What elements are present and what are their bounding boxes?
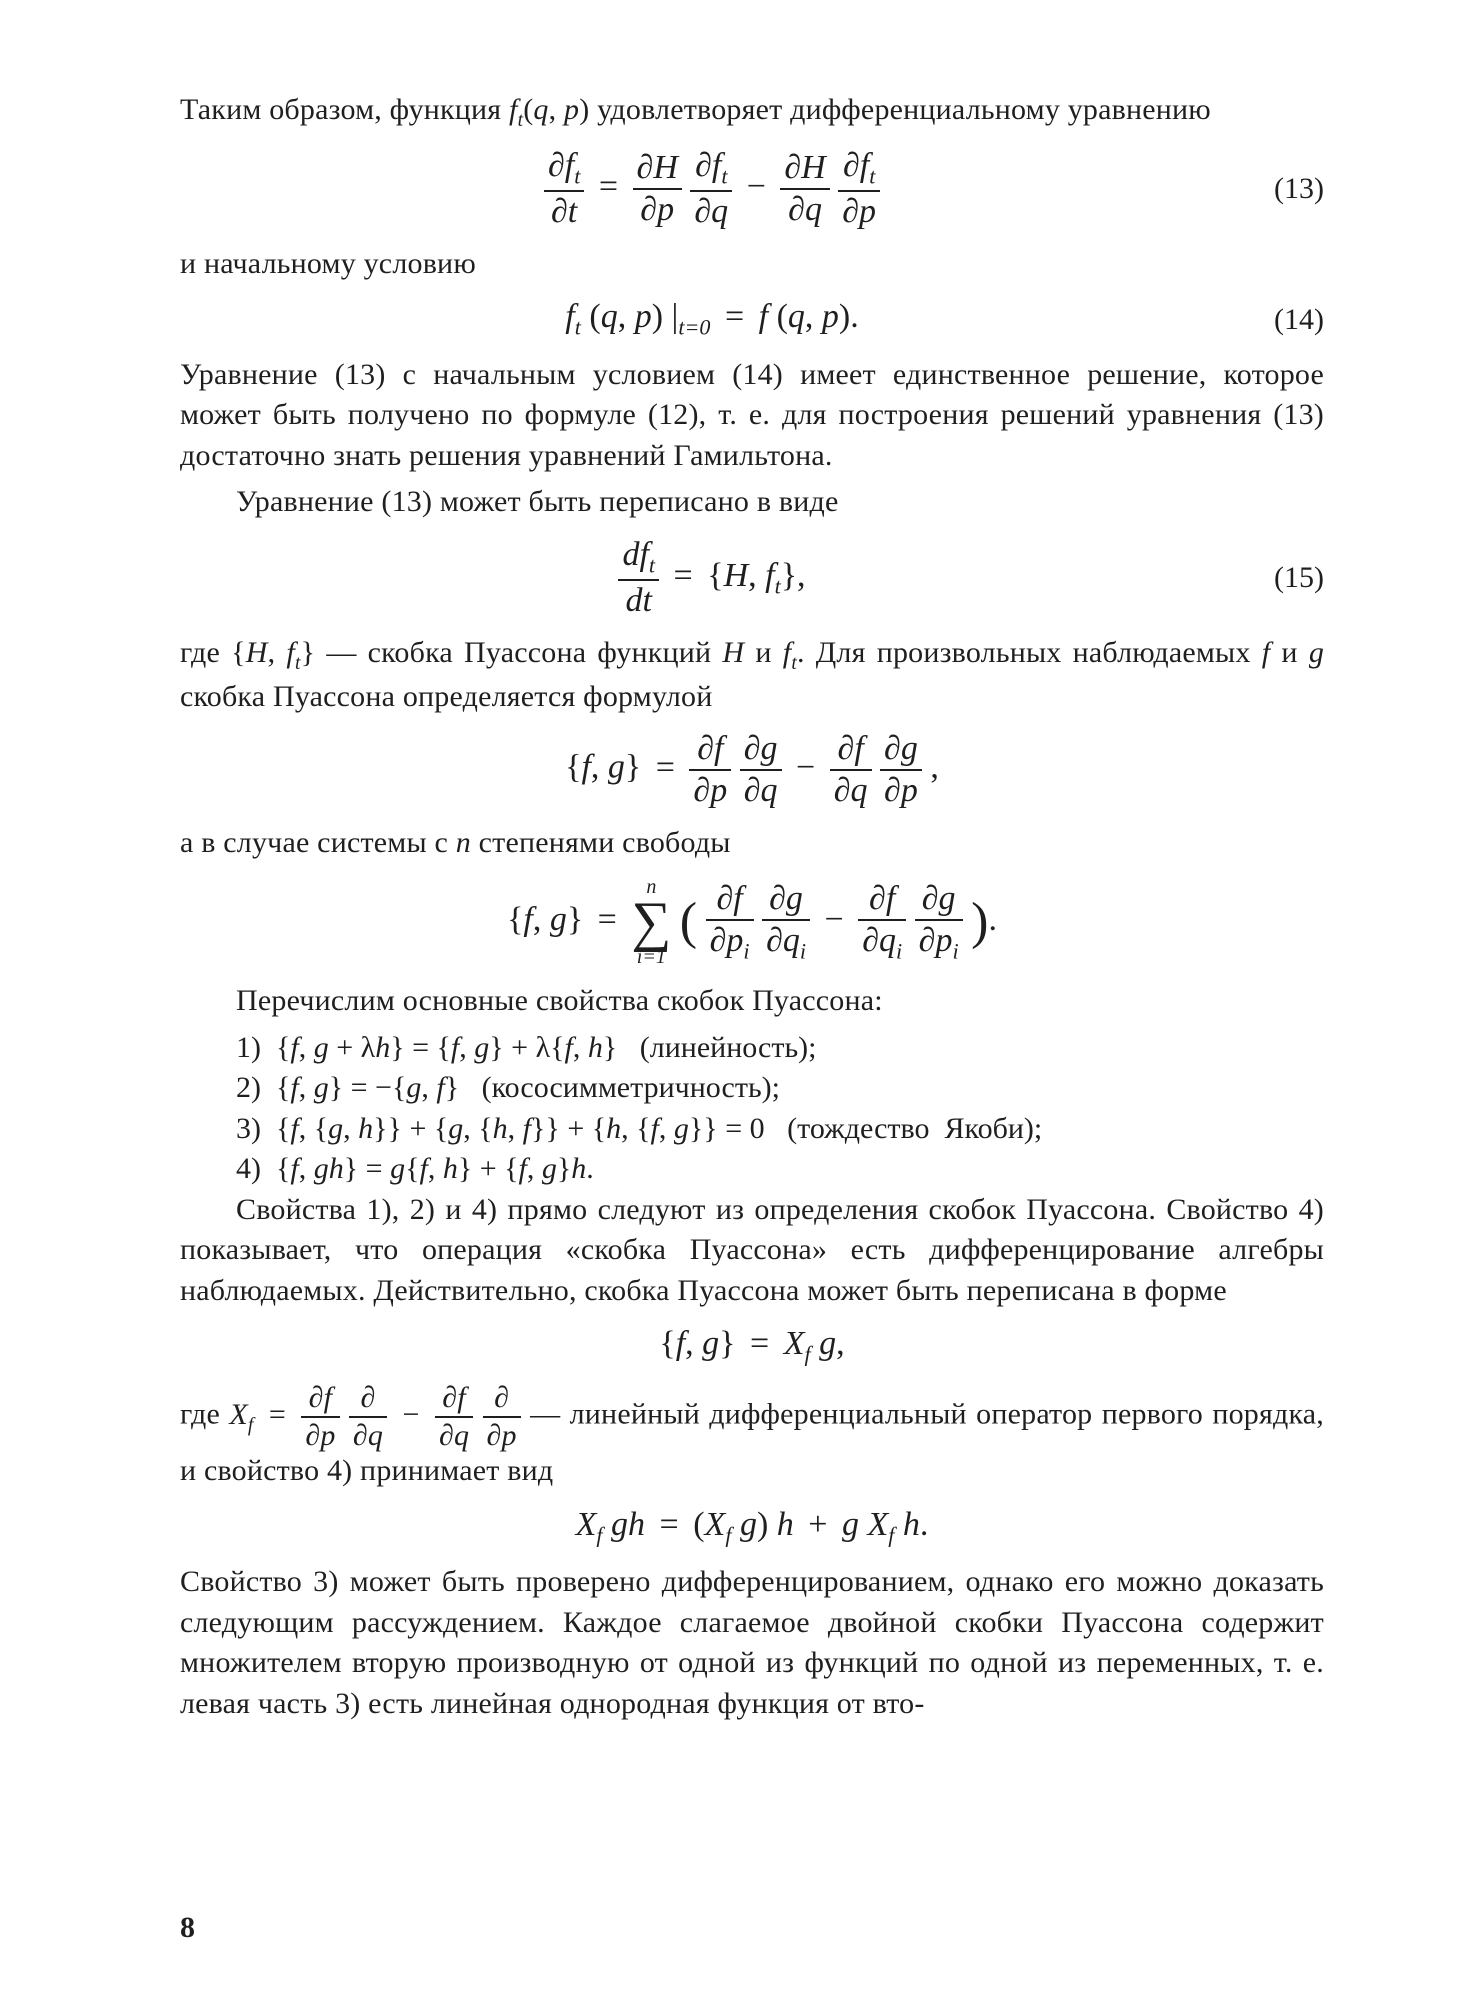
property-item: 4) {f, gh} = g{f, h} + {f, g}h. bbox=[180, 1149, 1324, 1190]
paragraph: Уравнение (13) с начальным условием (14)… bbox=[180, 355, 1324, 477]
property-item: 2) {f, g} = −{g, f} (кососимметричность)… bbox=[180, 1068, 1324, 1109]
properties-list: 1) {f, g + λh} = {f, g} + λ{f, h} (линей… bbox=[180, 1028, 1324, 1190]
paragraph: Таким образом, функция ft(q, p) удовлетв… bbox=[180, 90, 1324, 134]
equation-13: ∂ft∂t = ∂H∂p ∂ft∂q − ∂H∂q ∂ft∂p (13) bbox=[180, 148, 1324, 230]
paragraph: и начальному условию bbox=[180, 244, 1324, 285]
paragraph: Перечислим основные свойства скобок Пуас… bbox=[180, 981, 1324, 1022]
page-number: 8 bbox=[180, 1911, 195, 1945]
equation-poisson-def: {f, g} = ∂f∂p ∂g∂q − ∂f∂q ∂g∂p , bbox=[180, 731, 1324, 808]
equation-number: (15) bbox=[1244, 561, 1324, 595]
paragraph: где Xf = ∂f∂p ∂∂q − ∂f∂q ∂∂p — линейный … bbox=[180, 1382, 1324, 1492]
property-item: 1) {f, g + λh} = {f, g} + λ{f, h} (линей… bbox=[180, 1028, 1324, 1069]
paragraph: где {H, ft} — скобка Пуассона функций H … bbox=[180, 633, 1324, 718]
text-fragment: где bbox=[180, 1398, 229, 1431]
equation-15: dftdt = {H, ft}, (15) bbox=[180, 537, 1324, 619]
paragraph: Уравнение (13) может быть переписано в в… bbox=[180, 482, 1324, 523]
equation-poisson-n: {f, g} = n ∑ i=1 ( ∂f∂pi ∂g∂qi − ∂f∂qi ∂… bbox=[180, 877, 1324, 967]
page: Таким образом, функция ft(q, p) удовлетв… bbox=[0, 0, 1464, 2000]
equation-xf-gh: Xf gh = (Xf g) h + g Xf h. bbox=[180, 1506, 1324, 1549]
equation-14: ft (q, p) |t=0 = f (q, p). (14) bbox=[180, 298, 1324, 341]
paragraph: Свойство 3) может быть проверено диффере… bbox=[180, 1562, 1324, 1724]
equation-number: (14) bbox=[1244, 303, 1324, 337]
property-item: 3) {f, {g, h}} + {g, {h, f}} + {h, {f, g… bbox=[180, 1109, 1324, 1150]
equation-fg-xf: {f, g} = Xf g, bbox=[180, 1325, 1324, 1368]
equation-number: (13) bbox=[1244, 172, 1324, 206]
paragraph: а в случае системы с n степенями свободы bbox=[180, 823, 1324, 864]
paragraph: Свойства 1), 2) и 4) прямо следуют из оп… bbox=[180, 1190, 1324, 1312]
